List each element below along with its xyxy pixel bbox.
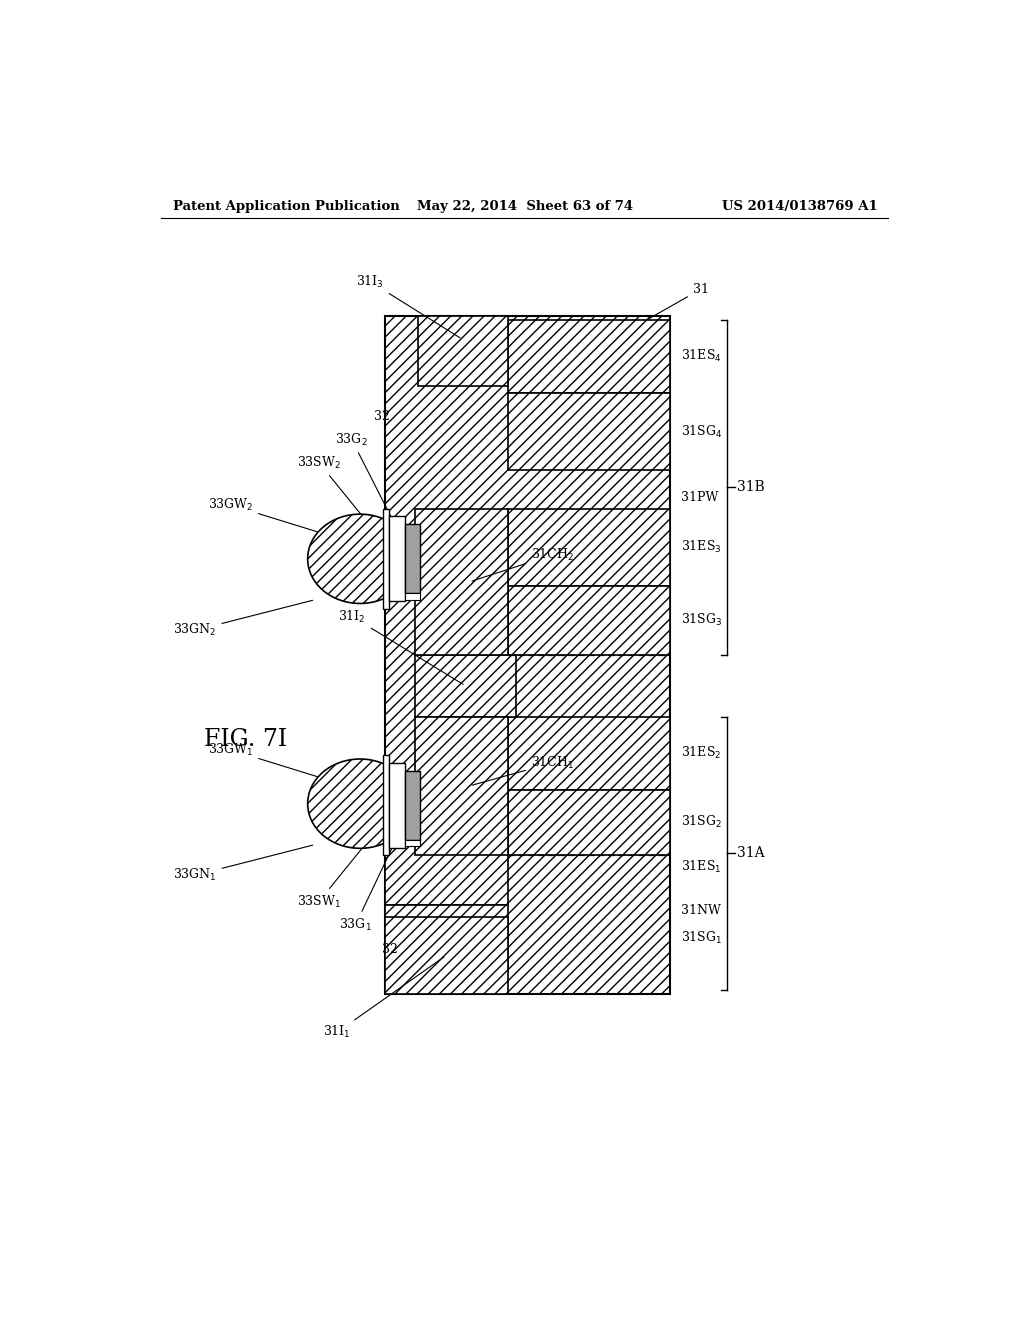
Text: 31CH$_1$: 31CH$_1$ [472,755,574,785]
Text: 33GW$_2$: 33GW$_2$ [208,496,402,558]
Text: 32: 32 [374,409,390,422]
Text: 33SW$_2$: 33SW$_2$ [297,454,395,557]
Text: 31SG$_4$: 31SG$_4$ [681,424,723,440]
Bar [404,524,420,594]
Text: 31I$_2$: 31I$_2$ [339,609,463,684]
Bar [508,393,670,470]
Text: 31NW: 31NW [681,904,721,917]
Text: 31ES$_2$: 31ES$_2$ [681,744,722,760]
Text: Patent Application Publication: Patent Application Publication [173,199,399,213]
Text: 31A: 31A [736,846,764,859]
Bar [508,789,670,855]
Bar [385,906,508,970]
Bar [416,655,515,717]
Text: 31PW: 31PW [681,491,719,504]
Bar [416,508,508,655]
Bar [389,763,404,847]
Text: 33GN$_1$: 33GN$_1$ [173,845,312,883]
Bar [416,717,508,855]
Text: US 2014/0138769 A1: US 2014/0138769 A1 [722,199,878,213]
Bar [385,917,508,994]
Bar [385,317,670,994]
Bar [418,317,508,385]
Bar [383,508,389,609]
Text: 33G$_2$: 33G$_2$ [336,432,411,556]
Bar [404,594,420,599]
Bar [385,829,508,906]
Text: 31: 31 [649,282,709,318]
Text: 31ES$_1$: 31ES$_1$ [681,859,722,875]
Text: 33G$_1$: 33G$_1$ [339,808,412,933]
Bar [383,755,389,855]
Ellipse shape [307,515,413,603]
Text: 33SW$_1$: 33SW$_1$ [297,808,395,909]
Bar [389,516,404,601]
Bar [508,321,670,393]
Text: 31SG$_2$: 31SG$_2$ [681,814,722,830]
Text: 31B: 31B [736,480,764,494]
Bar [508,717,670,789]
Text: 31SG$_1$: 31SG$_1$ [681,929,722,945]
Text: 31I$_3$: 31I$_3$ [356,273,460,338]
Bar [508,586,670,655]
Text: 33GN$_2$: 33GN$_2$ [173,601,312,639]
Text: 31ES$_3$: 31ES$_3$ [681,539,722,556]
Text: 31I$_1$: 31I$_1$ [323,957,444,1040]
Text: 33GW$_1$: 33GW$_1$ [208,742,402,803]
Text: 31ES$_4$: 31ES$_4$ [681,348,722,364]
Ellipse shape [307,759,413,849]
Text: May 22, 2014  Sheet 63 of 74: May 22, 2014 Sheet 63 of 74 [417,199,633,213]
Bar [508,508,670,586]
Text: 31SG$_3$: 31SG$_3$ [681,612,723,628]
Bar [404,840,420,846]
Text: 31CH$_2$: 31CH$_2$ [472,546,574,581]
Text: 32: 32 [382,942,397,956]
Bar [404,771,420,840]
Text: FIG. 7I: FIG. 7I [204,729,287,751]
